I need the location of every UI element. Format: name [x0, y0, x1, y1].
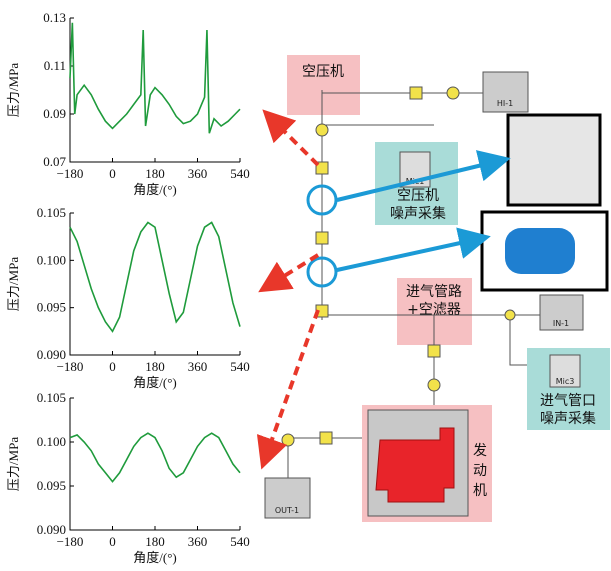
- x-tick-label: 540: [230, 359, 250, 374]
- label: 动: [473, 463, 487, 479]
- axes: [69, 213, 240, 356]
- x-tick-label: 360: [188, 166, 208, 181]
- engine-shape: [375, 427, 455, 503]
- y-axis-label: 压力/MPa: [6, 257, 21, 311]
- schematic: 空压机 空压机 噪声采集 进气管路 +空滤器 进气管口 噪声采集 发 动 机 H…: [256, 55, 610, 522]
- x-tick-label: −180: [57, 359, 84, 374]
- y-tick-label: 0.090: [37, 347, 66, 362]
- y-axis-label: 压力/MPa: [6, 437, 21, 491]
- axes: [69, 398, 240, 531]
- block: [264, 477, 311, 519]
- x-tick-label: 540: [230, 534, 250, 549]
- block: [549, 354, 581, 388]
- x-axis-label: 角度/(°): [133, 182, 176, 197]
- pipe-parts: [281, 86, 516, 447]
- y-tick-label: 0.11: [44, 58, 66, 73]
- x-axis-label: 角度/(°): [133, 375, 176, 390]
- x-tick-label: 0: [109, 534, 116, 549]
- highlight: [306, 256, 338, 288]
- block: [482, 71, 529, 113]
- x-tick-label: 180: [145, 359, 165, 374]
- x-tick-label: −180: [57, 166, 84, 181]
- pipes: [287, 90, 540, 478]
- y-tick-label: 0.09: [43, 106, 66, 121]
- x-tick-label: 540: [230, 166, 250, 181]
- block-label: IN-1: [553, 319, 569, 328]
- block-label: HI-1: [497, 99, 513, 108]
- compressor-image: [506, 113, 602, 207]
- label: 机: [473, 483, 487, 499]
- x-tick-label: 0: [109, 166, 116, 181]
- block-label: Mic3: [556, 377, 575, 386]
- label: 进气管口: [540, 393, 596, 409]
- y-tick-label: 0.105: [37, 205, 66, 220]
- block: [539, 294, 584, 331]
- compressor-label: 空压机: [302, 64, 344, 80]
- label: 发: [473, 443, 487, 459]
- x-axis-label: 角度/(°): [133, 550, 176, 565]
- y-axis-label: 压力/MPa: [6, 63, 21, 117]
- data-line: [69, 221, 241, 333]
- axes: [69, 18, 240, 163]
- pipe-shape: [505, 228, 575, 274]
- y-tick-label: 0.100: [37, 434, 66, 449]
- x-tick-label: −180: [57, 534, 84, 549]
- y-tick-label: 0.13: [43, 10, 66, 25]
- label: +空滤器: [407, 302, 461, 318]
- y-tick-label: 0.07: [43, 154, 66, 169]
- highlight: [306, 184, 338, 216]
- label: 进气管路: [406, 284, 462, 300]
- y-tick-label: 0.105: [37, 390, 66, 405]
- x-tick-label: 0: [109, 359, 116, 374]
- label: 噪声采集: [540, 410, 596, 427]
- compressor-box: [287, 55, 360, 115]
- y-tick-label: 0.095: [37, 478, 66, 493]
- arrow: [336, 150, 511, 202]
- block-label: OUT-1: [275, 506, 299, 515]
- x-tick-label: 180: [145, 166, 165, 181]
- label: 空压机: [397, 188, 439, 204]
- x-tick-label: 360: [188, 534, 208, 549]
- y-tick-label: 0.100: [37, 252, 66, 267]
- data-line: [69, 22, 241, 134]
- x-tick-label: 180: [145, 534, 165, 549]
- y-tick-label: 0.095: [37, 300, 66, 315]
- arrows: [256, 109, 320, 470]
- label: 噪声采集: [390, 205, 446, 222]
- arrow: [336, 227, 491, 272]
- x-tick-label: 360: [188, 359, 208, 374]
- data-line: [69, 432, 241, 483]
- y-tick-label: 0.090: [37, 522, 66, 537]
